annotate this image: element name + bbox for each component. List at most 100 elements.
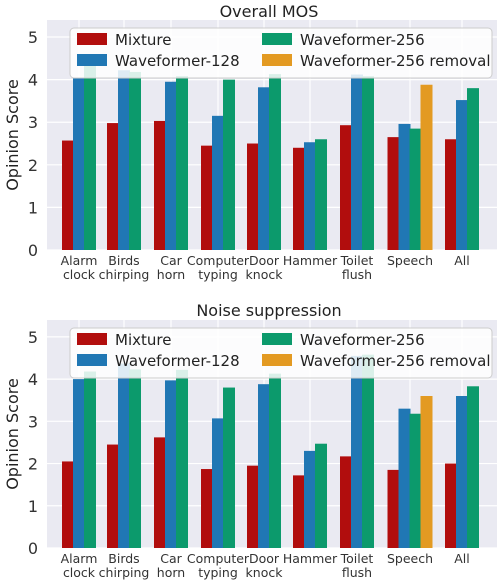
legend-swatch-waveformer-128 [77, 354, 107, 366]
bar-mixture [62, 140, 74, 250]
bar-mixture [201, 469, 213, 548]
y-tick-label: 4 [28, 370, 38, 389]
bar-waveformer-256 [84, 66, 96, 250]
y-tick-label: 0 [28, 241, 38, 260]
legend-label-mixture: Mixture [115, 31, 171, 49]
bar-waveformer-128 [165, 380, 177, 548]
legend-box [69, 327, 493, 379]
y-tick-label: 3 [28, 412, 38, 431]
legend-swatch-mixture [77, 33, 107, 45]
x-tick-label: typing [198, 267, 238, 282]
bar-waveformer-256 [129, 71, 141, 251]
bar-waveformer-256 [362, 354, 374, 548]
x-tick-label: Toilet [340, 253, 374, 268]
bar-mixture [340, 125, 352, 250]
bar-waveformer-256 [315, 443, 327, 548]
y-tick-label: 5 [28, 28, 38, 47]
x-tick-label: Speech [387, 253, 433, 268]
x-tick-label: Door [249, 551, 280, 566]
legend-label-waveformer-256-removal: Waveformer-256 removal [300, 52, 490, 70]
legend: Mixture Waveformer-128 Waveformer-256 Wavef… [69, 327, 493, 379]
x-tick-label: chirping [99, 565, 150, 580]
bar-waveformer-128 [258, 384, 270, 548]
x-tick-label: Hammer [283, 253, 338, 268]
legend-swatch-waveformer-128 [77, 54, 107, 66]
legend-box [69, 27, 493, 79]
bar-waveformer-256 [269, 74, 281, 250]
y-tick-label: 4 [28, 71, 38, 90]
chart-title: Overall MOS [220, 2, 319, 21]
x-tick-label: Door [249, 253, 280, 268]
y-tick-label: 2 [28, 455, 38, 474]
bar-mixture [62, 461, 74, 548]
bar-waveformer-128 [398, 123, 411, 250]
legend-label-waveformer-256-removal: Waveformer-256 removal [300, 352, 490, 370]
x-tick-label: Toilet [340, 551, 374, 566]
y-tick-label: 0 [28, 539, 38, 558]
legend-label-mixture: Mixture [115, 331, 171, 349]
bar-waveformer-128 [398, 408, 411, 548]
bar-waveformer-128 [73, 379, 85, 548]
bar-waveformer-256 [362, 76, 374, 250]
bar-waveformer-256-removal [420, 84, 433, 250]
x-tick-label: horn [157, 565, 185, 580]
bar-waveformer-256 [409, 128, 422, 250]
x-tick-label: Alarm [61, 551, 98, 566]
bar-waveformer-256 [223, 79, 235, 250]
x-tick-label: Alarm [61, 253, 98, 268]
legend-label-waveformer-128: Waveformer-128 [115, 352, 240, 370]
x-tick-label: flush [342, 565, 372, 580]
x-tick-label: Computer [187, 551, 250, 566]
chart-panel-2: 0 1 2 3 4 5 Noise suppression Opinion Score Alar… [3, 301, 497, 580]
x-tick-label: Birds [108, 551, 139, 566]
bar-waveformer-128 [304, 142, 316, 250]
bar-waveformer-128 [118, 363, 130, 548]
bar-waveformer-256 [269, 373, 281, 548]
legend-label-waveformer-256: Waveformer-256 [300, 331, 425, 349]
bar-waveformer-128 [165, 81, 177, 250]
legend-swatch-waveformer-256-removal [262, 54, 292, 66]
bar-mixture [154, 120, 166, 250]
bar-mixture [201, 145, 213, 250]
x-tick-label: clock [63, 565, 96, 580]
bar-mixture [107, 444, 119, 548]
x-tick-label: Computer [187, 253, 250, 268]
bar-waveformer-128 [212, 115, 224, 250]
y-tick-label: 1 [28, 198, 38, 217]
bar-waveformer-256 [223, 387, 235, 548]
bar-waveformer-128 [351, 355, 363, 548]
bar-mixture [445, 463, 457, 548]
bar-mixture [445, 139, 457, 250]
bar-waveformer-128 [73, 78, 85, 250]
y-tick-label: 1 [28, 497, 38, 516]
x-tick-label: flush [342, 267, 372, 282]
bar-waveformer-128 [351, 74, 363, 250]
bar-mixture [387, 137, 400, 250]
y-tick-label: 5 [28, 328, 38, 347]
y-axis-label: Opinion Score [3, 378, 22, 490]
bar-waveformer-256 [176, 369, 188, 548]
bar-waveformer-256 [176, 76, 188, 250]
x-tick-label: All [454, 551, 470, 566]
legend-swatch-waveformer-256-removal [262, 354, 292, 366]
x-tick-label: knock [246, 565, 284, 580]
x-tick-label: clock [63, 267, 96, 282]
x-tick-label: horn [157, 267, 185, 282]
bar-waveformer-128 [212, 418, 224, 548]
bar-waveformer-256 [409, 413, 422, 548]
x-tick-label: Hammer [283, 551, 338, 566]
bar-mixture [293, 475, 305, 548]
legend-swatch-mixture [77, 333, 107, 345]
x-tick-label: knock [246, 267, 284, 282]
legend-swatch-waveformer-256 [262, 333, 292, 345]
x-tick-label: chirping [99, 267, 150, 282]
y-axis-label: Opinion Score [3, 79, 22, 191]
bar-waveformer-128 [304, 450, 316, 548]
x-tick-label: Car [160, 253, 182, 268]
x-tick-label: Car [160, 551, 182, 566]
x-tick-label: typing [198, 565, 238, 580]
x-tick-label: Birds [108, 253, 139, 268]
bar-waveformer-256 [467, 88, 479, 250]
